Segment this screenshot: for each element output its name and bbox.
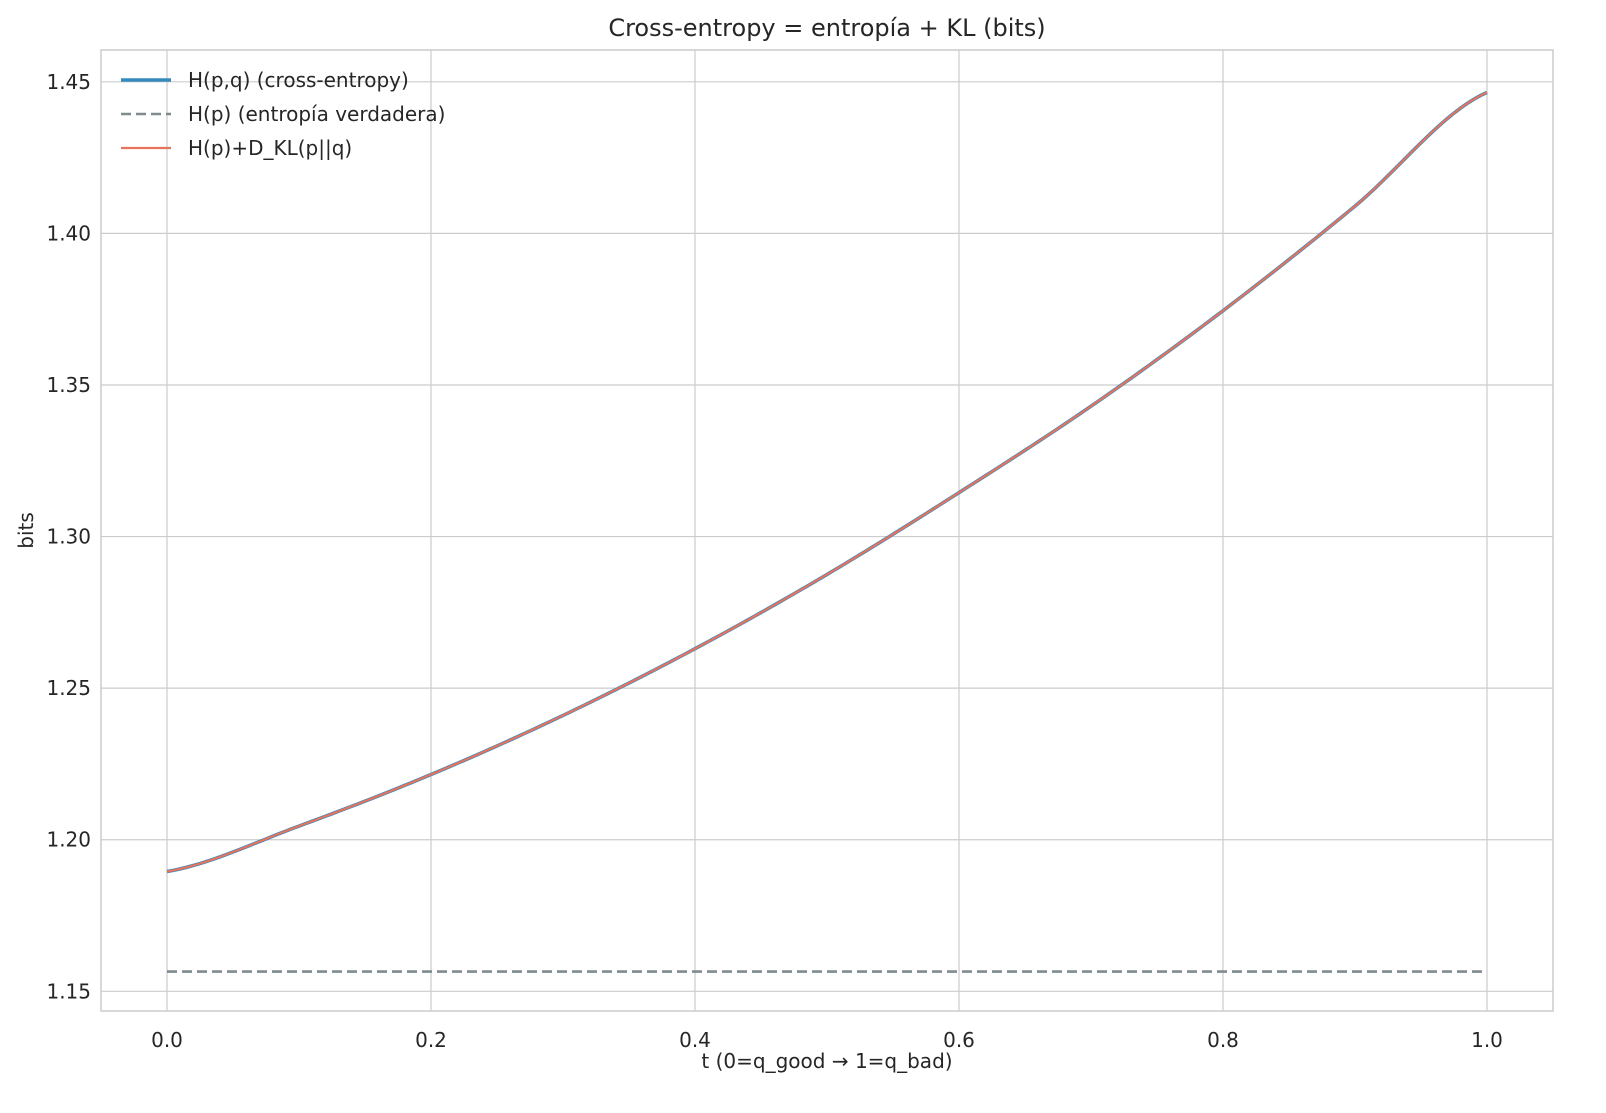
y-tick-label: 1.40 [46, 221, 91, 245]
plot-frame [100, 49, 1554, 1012]
x-tick-label: 0.2 [415, 1028, 447, 1052]
legend-label-0: H(p,q) (cross-entropy) [188, 68, 409, 92]
legend-label-1: H(p) (entropía verdadera) [188, 102, 445, 126]
x-axis-label: t (0=q_good → 1=q_bad) [701, 1049, 952, 1073]
y-tick-labels: 1.15 1.20 1.25 1.30 1.35 1.40 1.45 [46, 70, 91, 1003]
y-axis-label: bits [14, 512, 38, 549]
grid [101, 50, 1553, 1011]
y-tick-label: 1.45 [46, 70, 91, 94]
series-line-2 [166, 91, 1488, 873]
legend-label-2: H(p)+D_KL(p||q) [188, 136, 352, 160]
legend: H(p,q) (cross-entropy) H(p) (entropía ver… [121, 68, 445, 160]
y-tick-label: 1.30 [46, 525, 91, 549]
x-tick-label: 0.6 [943, 1028, 975, 1052]
y-tick-label: 1.35 [46, 373, 91, 397]
x-tick-label: 1.0 [1471, 1028, 1503, 1052]
x-tick-label: 0.0 [151, 1028, 183, 1052]
x-tick-label: 0.4 [679, 1028, 711, 1052]
y-tick-label: 1.25 [46, 676, 91, 700]
chart-title: Cross-entropy = entropía + KL (bits) [608, 14, 1045, 42]
series-lines [166, 90, 1488, 973]
y-tick-label: 1.20 [46, 828, 91, 852]
y-tick-label: 1.15 [46, 979, 91, 1003]
x-tick-label: 0.8 [1207, 1028, 1239, 1052]
x-tick-labels: 0.0 0.2 0.4 0.6 0.8 1.0 [151, 1028, 1503, 1052]
